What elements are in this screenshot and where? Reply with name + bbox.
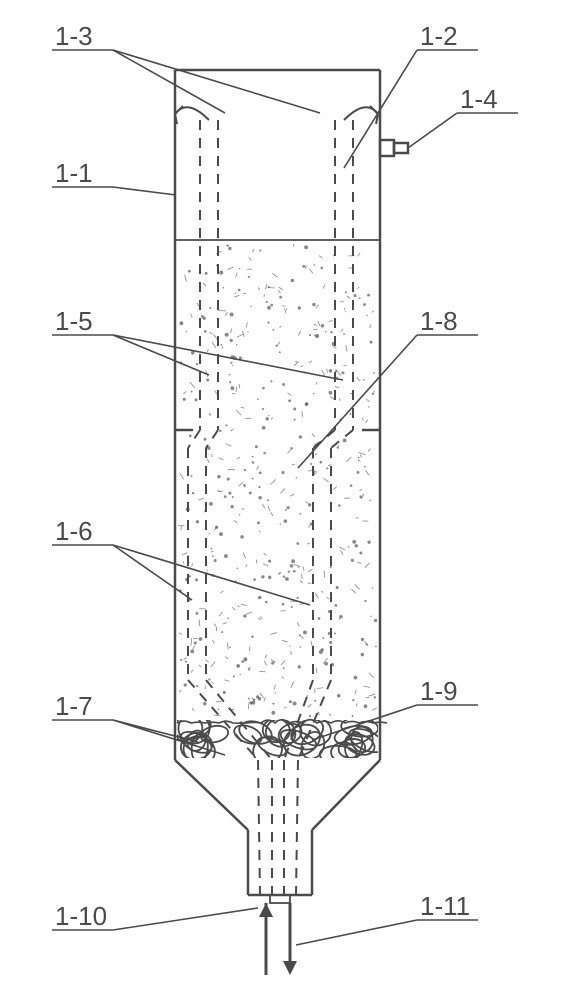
callout-l1_2: 1-2 <box>420 21 458 51</box>
schematic-diagram: 1-3 1-2 1-4 1-1 1-5 1-8 1-6 1-7 1-9 1-10 1-11 <box>0 0 573 1000</box>
callout-l1_1: 1-1 <box>55 158 93 188</box>
callout-l1_8: 1-8 <box>420 306 458 336</box>
callout-l1_3: 1-3 <box>55 21 93 51</box>
callout-l1_11: 1-11 <box>420 891 470 921</box>
sand-fill <box>178 244 377 717</box>
callout-l1_10: 1-10 <box>55 901 107 931</box>
callout-l1_7: 1-7 <box>55 691 93 721</box>
callout-l1_4: 1-4 <box>460 84 498 114</box>
callout-l1_9: 1-9 <box>420 676 458 706</box>
callout-l1_6: 1-6 <box>55 516 93 546</box>
callout-l1_5: 1-5 <box>55 306 93 336</box>
